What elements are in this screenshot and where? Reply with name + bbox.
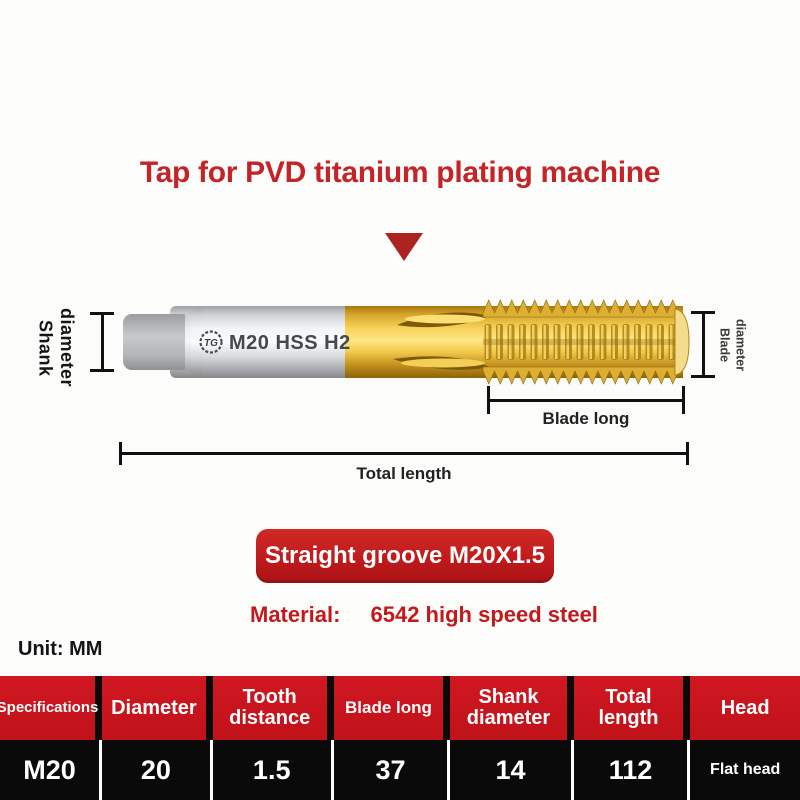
value-shank-diameter: 14 xyxy=(450,740,574,800)
value-tooth-distance: 1.5 xyxy=(212,740,334,800)
header-tooth-distance: Tooth distance xyxy=(212,676,334,740)
material-label: Material: xyxy=(250,602,341,627)
header-diameter: Diameter xyxy=(102,676,213,740)
value-total-length: 112 xyxy=(573,740,691,800)
arrow-down-icon xyxy=(385,233,423,261)
tap-tool-image: TG M20 HSS H2 xyxy=(123,299,690,385)
value-specifications: M20 xyxy=(0,740,102,800)
thread-teeth-top xyxy=(482,299,679,318)
page-title: Tap for PVD titanium plating machine xyxy=(139,156,661,189)
header-total-length: Total length xyxy=(573,676,691,740)
value-blade-long: 37 xyxy=(333,740,451,800)
square-drive-end xyxy=(123,314,191,370)
blade-long-dimension-line xyxy=(487,386,685,414)
header-specifications: Specifications xyxy=(0,676,102,740)
shank-body xyxy=(170,306,352,378)
header-shank-diameter: Shank diameter xyxy=(450,676,574,740)
total-length-label: Total length xyxy=(356,464,452,483)
blade-long-label: Blade long xyxy=(542,409,630,428)
header-blade-long: Blade long xyxy=(333,676,451,740)
header-head: Head xyxy=(690,676,800,740)
value-head: Flat head xyxy=(690,740,800,800)
material-value: 6542 high speed steel xyxy=(370,602,598,627)
blade-diameter-dimension-line xyxy=(691,311,715,378)
thread-ridges xyxy=(483,323,679,361)
value-diameter: 20 xyxy=(102,740,213,800)
spec-badge: Straight groove M20X1.5 xyxy=(256,529,554,583)
spec-table: Specifications Diameter Tooth distance B… xyxy=(0,676,800,800)
unit-label: Unit: MM xyxy=(18,638,103,660)
blade-diameter-label: Blade diameter xyxy=(717,318,748,372)
thread-teeth-bottom xyxy=(482,366,679,385)
shank-diameter-label: Shank diameter xyxy=(35,308,78,388)
total-length-dimension-line xyxy=(119,442,689,465)
shank-diameter-dimension-line xyxy=(90,312,114,372)
brand-logo-text: TG xyxy=(204,338,218,349)
spec-table-value-row: M20 20 1.5 37 14 112 Flat head xyxy=(0,740,800,800)
blade-tip xyxy=(674,308,690,376)
spec-table-header-row: Specifications Diameter Tooth distance B… xyxy=(0,676,800,740)
tool-marking-text: M20 HSS H2 xyxy=(229,332,351,354)
gear-logo-icon xyxy=(199,330,223,354)
material-row: Material: 6542 high speed steel xyxy=(250,602,598,628)
